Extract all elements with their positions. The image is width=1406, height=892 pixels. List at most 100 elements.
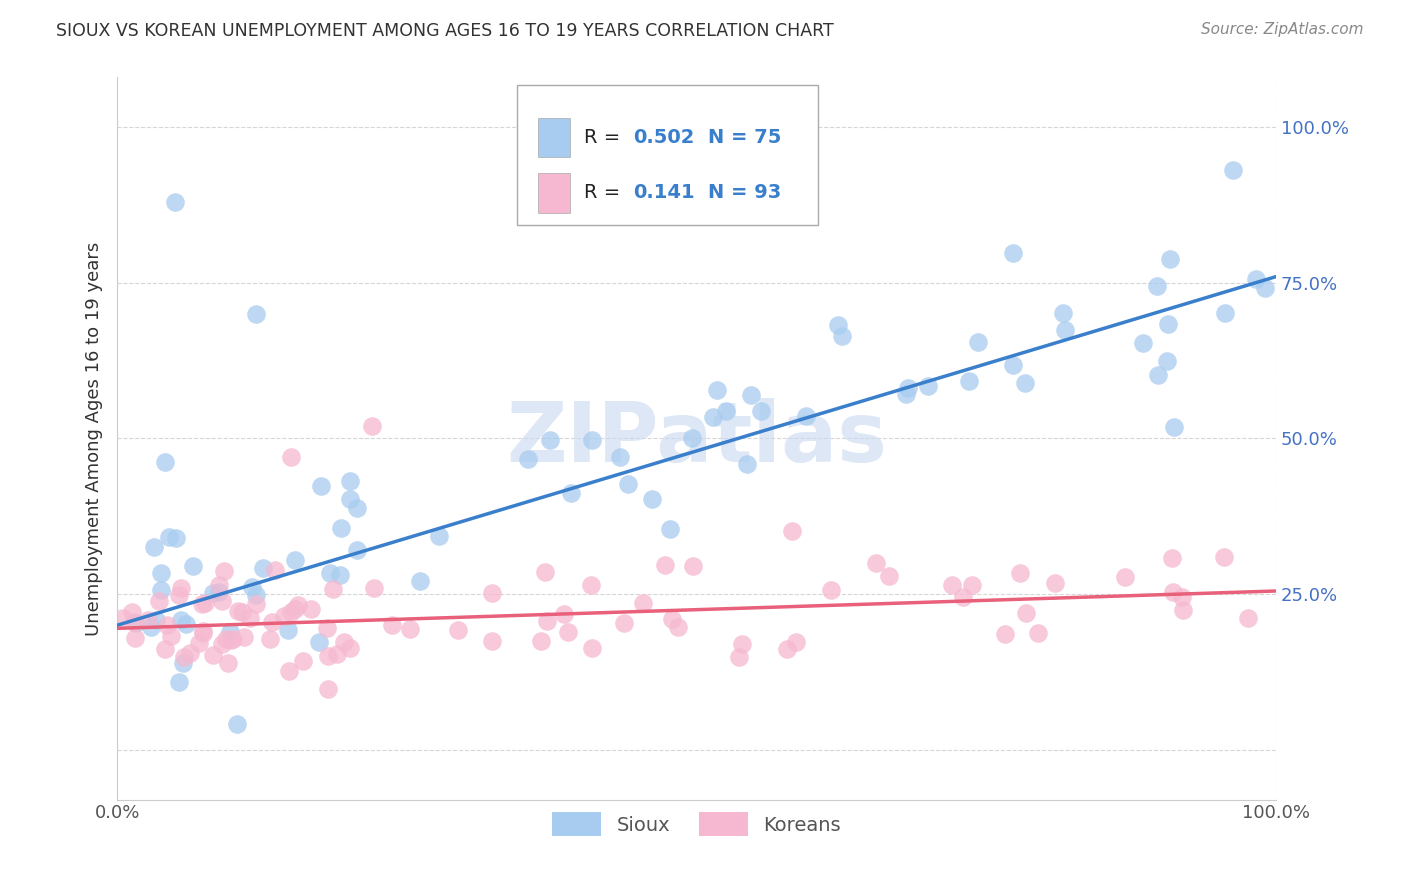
Sioux [957, 374, 980, 388]
Koreans [361, 419, 384, 434]
Sioux [1157, 317, 1180, 331]
Sioux [202, 586, 225, 600]
Sioux [149, 566, 172, 580]
Koreans [222, 632, 245, 646]
Koreans [661, 613, 683, 627]
Koreans [111, 610, 134, 624]
Sioux [1163, 419, 1185, 434]
Koreans [398, 623, 420, 637]
Sioux [139, 620, 162, 634]
Koreans [217, 656, 239, 670]
Text: SIOUX VS KOREAN UNEMPLOYMENT AMONG AGES 16 TO 19 YEARS CORRELATION CHART: SIOUX VS KOREAN UNEMPLOYMENT AMONG AGES … [56, 22, 834, 40]
Koreans [1010, 566, 1032, 580]
Sioux [1147, 368, 1170, 383]
Text: R =: R = [583, 184, 620, 202]
Koreans [188, 636, 211, 650]
Koreans [682, 559, 704, 574]
Koreans [994, 626, 1017, 640]
Koreans [363, 582, 385, 596]
Koreans [208, 578, 231, 592]
Koreans [280, 450, 302, 465]
Koreans [941, 578, 963, 592]
Sioux [894, 386, 917, 401]
Koreans [447, 623, 470, 637]
Koreans [530, 633, 553, 648]
Koreans [194, 596, 217, 610]
FancyBboxPatch shape [538, 173, 571, 213]
Koreans [278, 664, 301, 678]
Koreans [280, 605, 302, 619]
Sioux [735, 457, 758, 471]
Sioux [245, 307, 267, 321]
Koreans [212, 565, 235, 579]
Sioux [1002, 358, 1025, 372]
Koreans [273, 609, 295, 624]
Koreans [292, 654, 315, 668]
Koreans [481, 586, 503, 600]
Sioux [640, 491, 662, 506]
Sioux [167, 675, 190, 690]
Sioux [702, 409, 724, 424]
Sioux [240, 580, 263, 594]
Koreans [557, 624, 579, 639]
Sioux [538, 433, 561, 447]
Sioux [1014, 376, 1036, 390]
Sioux [308, 635, 330, 649]
Koreans [1212, 549, 1234, 564]
Sioux [1159, 252, 1181, 266]
Koreans [239, 611, 262, 625]
Koreans [333, 634, 356, 648]
Koreans [339, 640, 361, 655]
Koreans [153, 641, 176, 656]
Koreans [316, 681, 339, 696]
Sioux [165, 194, 187, 209]
Koreans [381, 618, 404, 632]
Koreans [263, 563, 285, 577]
Sioux [346, 543, 368, 558]
Sioux [181, 558, 204, 573]
Koreans [173, 650, 195, 665]
Koreans [245, 598, 267, 612]
Sioux [174, 616, 197, 631]
Koreans [533, 565, 555, 579]
Koreans [124, 632, 146, 646]
Koreans [536, 614, 558, 628]
Sioux [740, 388, 762, 402]
Sioux [609, 450, 631, 464]
Sioux [409, 574, 432, 589]
Koreans [211, 637, 233, 651]
Sioux [716, 403, 738, 417]
Koreans [287, 598, 309, 612]
Koreans [666, 620, 689, 634]
Sioux [706, 384, 728, 398]
Koreans [121, 605, 143, 619]
Koreans [785, 635, 807, 649]
Sioux [831, 329, 853, 343]
Sioux [617, 477, 640, 491]
Koreans [322, 582, 344, 596]
Sioux [219, 625, 242, 640]
Koreans [201, 648, 224, 662]
Koreans [316, 648, 339, 663]
Sioux [897, 381, 920, 395]
Koreans [1173, 603, 1195, 617]
Sioux [1244, 271, 1267, 285]
Koreans [214, 632, 236, 647]
Koreans [581, 641, 603, 656]
Sioux [153, 454, 176, 468]
Koreans [284, 602, 307, 616]
Sioux [1002, 245, 1025, 260]
Sioux [329, 568, 352, 582]
Koreans [211, 593, 233, 607]
Koreans [231, 605, 253, 619]
Koreans [148, 594, 170, 608]
Koreans [776, 642, 799, 657]
Koreans [952, 591, 974, 605]
Koreans [156, 618, 179, 632]
Text: 0.141: 0.141 [633, 184, 695, 202]
FancyBboxPatch shape [538, 118, 571, 157]
Koreans [170, 582, 193, 596]
Koreans [233, 630, 256, 644]
Koreans [613, 616, 636, 631]
Sioux [226, 716, 249, 731]
